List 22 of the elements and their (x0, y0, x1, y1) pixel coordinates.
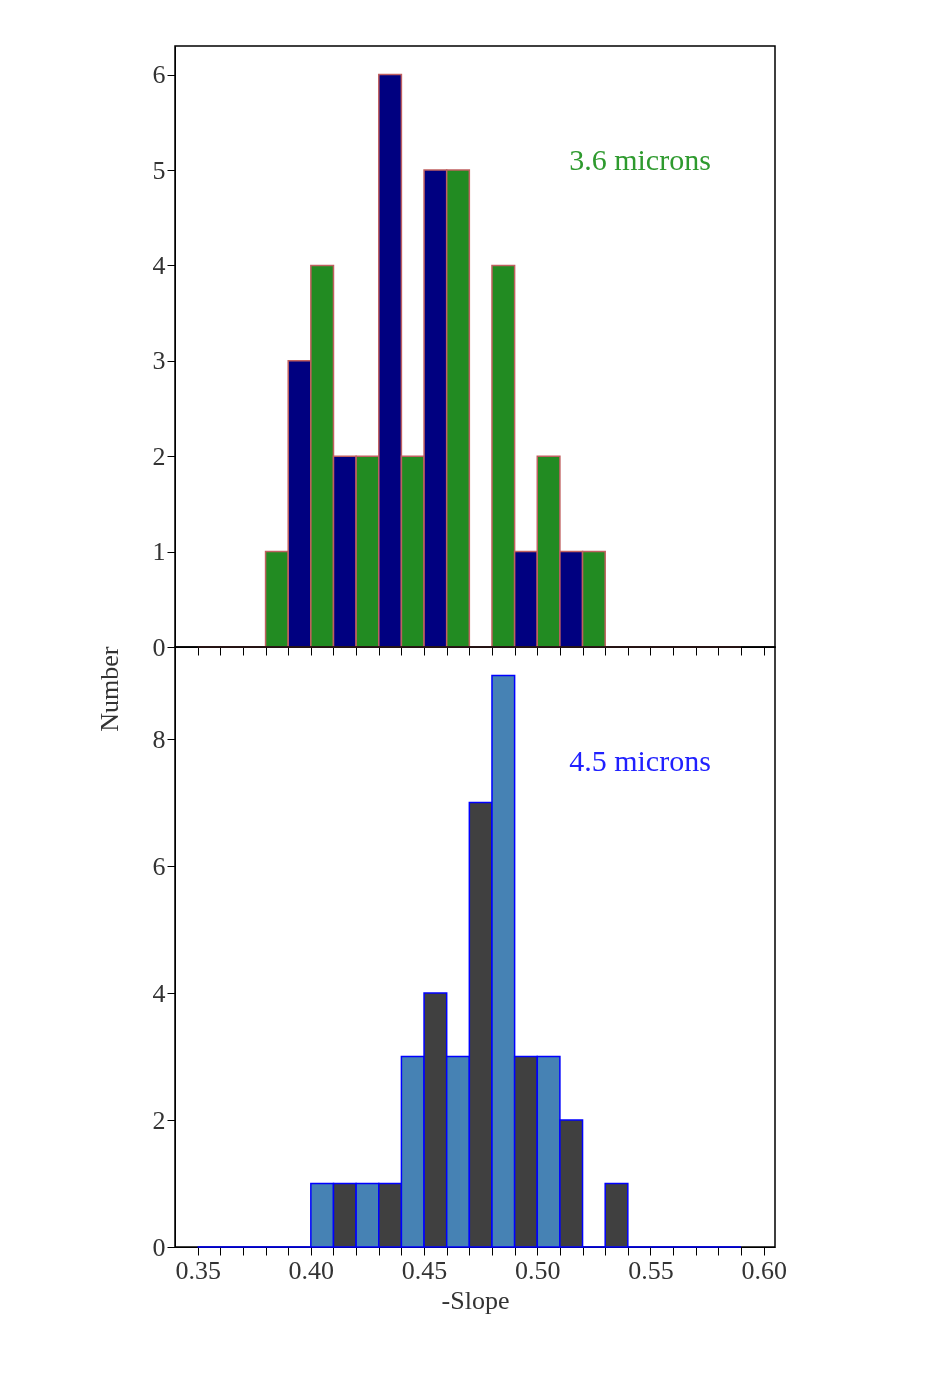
x-tick-label: 0.50 (515, 1255, 561, 1285)
x-tick-label: 0.55 (628, 1255, 674, 1285)
y-tick-label: 4 (152, 250, 166, 280)
annotation: 3.6 microns (569, 143, 711, 176)
x-tick-label: 0.35 (175, 1255, 221, 1285)
annotation: 4.5 microns (569, 744, 711, 777)
x-axis-title: -Slope (441, 1285, 510, 1315)
y-tick-label: 4 (152, 978, 166, 1008)
y-tick-label: 2 (152, 441, 166, 471)
y-tick-label: 3 (152, 346, 166, 376)
y-tick-label: 6 (152, 851, 166, 881)
y-tick-label: 0 (152, 632, 166, 662)
x-tick-label: 0.40 (288, 1255, 335, 1285)
x-tick-label: 0.60 (741, 1255, 787, 1285)
y-tick-label: 0 (152, 1232, 166, 1262)
y-tick-label: 5 (152, 155, 166, 185)
y-tick-label: 1 (152, 537, 166, 567)
y-tick-label: 6 (152, 60, 166, 90)
y-tick-label: 8 (152, 724, 166, 754)
y-tick-label: 2 (152, 1105, 166, 1135)
y-axis-title: Number (94, 646, 124, 732)
x-tick-label: 0.45 (401, 1255, 448, 1285)
